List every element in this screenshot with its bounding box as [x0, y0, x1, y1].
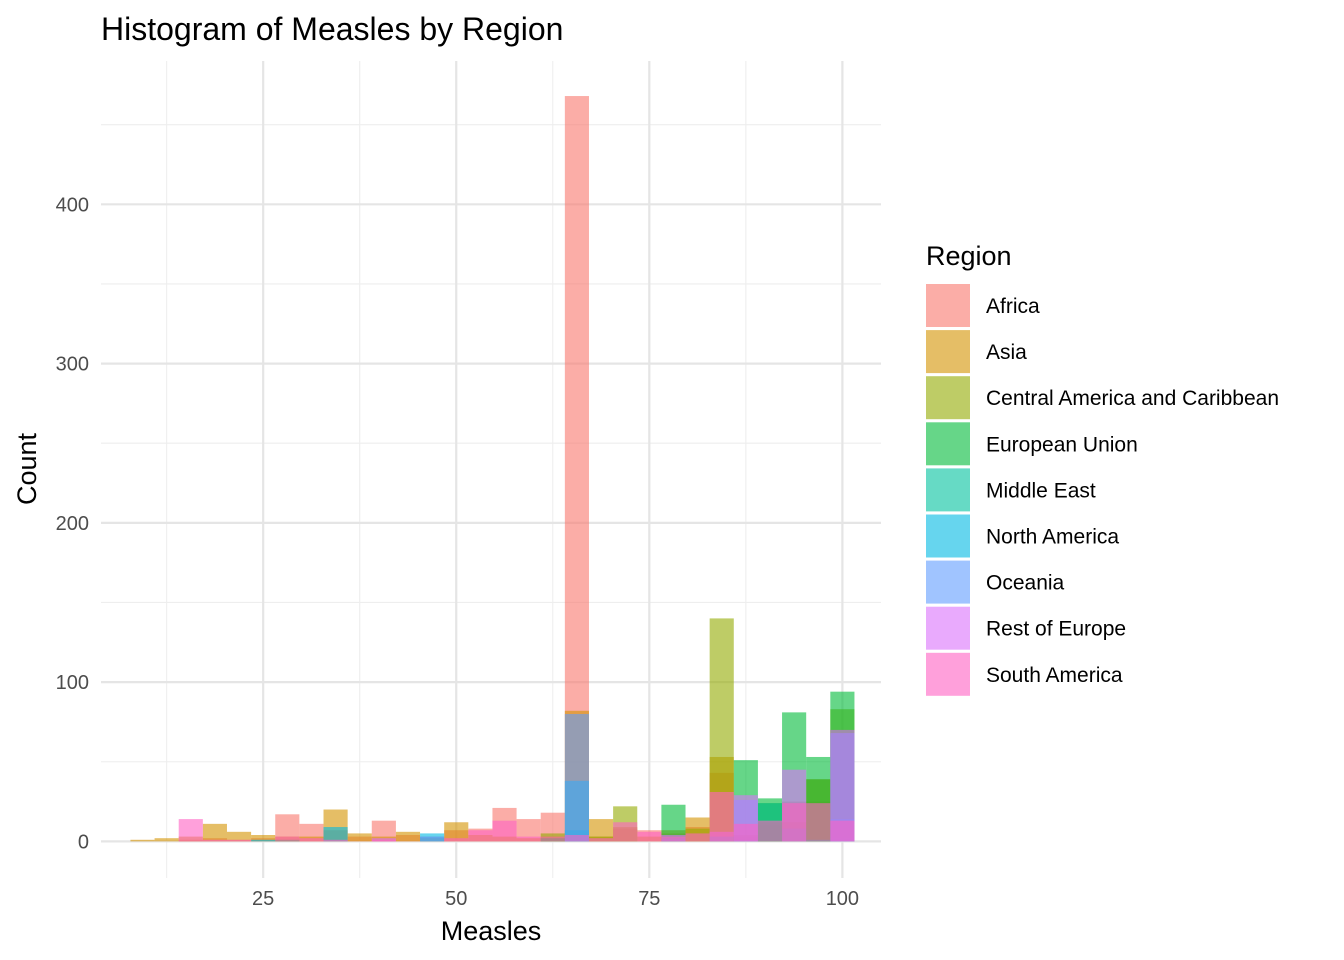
legend-swatch — [926, 606, 970, 650]
histogram-bar — [806, 803, 831, 842]
legend-label: Asia — [986, 341, 1027, 364]
y-tick-label: 400 — [56, 194, 89, 216]
x-tick-labels: 25 50 75 100 — [252, 888, 859, 910]
y-tick-labels: 0 100 200 300 400 — [56, 194, 89, 853]
legend-label: Middle East — [986, 479, 1096, 502]
histogram-bar — [371, 820, 396, 842]
histogram-bar — [444, 838, 469, 842]
legend: Region Africa Asia Central America and Car… — [926, 241, 1279, 696]
legend-swatch — [926, 468, 970, 512]
histogram-bar — [444, 822, 469, 842]
legend-swatch — [926, 330, 970, 374]
histogram-bar — [637, 831, 662, 842]
y-tick-label: 200 — [56, 513, 89, 535]
histogram-bar — [347, 833, 372, 842]
histogram-bar — [757, 820, 783, 842]
histogram-bar — [275, 836, 300, 842]
histogram-bar — [323, 839, 348, 842]
histogram-bar — [661, 836, 686, 842]
histogram-bar — [709, 792, 734, 842]
x-axis-title: Measles — [441, 916, 542, 946]
y-tick-label: 300 — [56, 354, 89, 376]
histogram-bar — [251, 839, 276, 842]
histogram-bar — [685, 833, 710, 842]
y-tick-label: 0 — [78, 831, 89, 853]
histogram-bar — [468, 830, 493, 842]
histogram-bar — [226, 839, 252, 842]
histogram-bar — [830, 820, 855, 842]
histogram-bar — [516, 819, 541, 842]
histogram-bar — [588, 838, 614, 842]
x-tick-label: 75 — [638, 888, 660, 910]
histogram-bar — [130, 839, 155, 842]
x-tick-label: 25 — [252, 888, 274, 910]
legend-label: European Union — [986, 433, 1138, 456]
legend-swatch — [926, 560, 970, 604]
legend-label: South America — [986, 664, 1123, 687]
histogram-bar — [395, 831, 421, 842]
x-tick-label: 50 — [445, 888, 467, 910]
legend-label: Africa — [986, 295, 1040, 318]
histogram-bar — [178, 819, 203, 842]
legend-label: Central America and Caribbean — [986, 387, 1279, 410]
legend-label: Rest of Europe — [986, 618, 1126, 641]
histogram-bars — [130, 96, 855, 842]
histogram-bar — [202, 839, 227, 842]
y-tick-label: 100 — [56, 672, 89, 694]
histogram-bar — [782, 803, 807, 842]
histogram-bar — [251, 835, 276, 842]
histogram-bar — [299, 838, 324, 842]
legend-swatch — [926, 284, 970, 327]
histogram-bar — [733, 823, 758, 842]
histogram-bar — [202, 823, 227, 842]
histogram-bar — [564, 713, 589, 842]
x-tick-label: 100 — [826, 888, 859, 910]
histogram-bar — [371, 839, 396, 842]
histogram-bar — [588, 819, 614, 842]
chart-title: Histogram of Measles by Region — [101, 11, 563, 47]
legend-label: Oceania — [986, 572, 1065, 595]
histogram-bar — [323, 827, 348, 842]
histogram-bar — [226, 831, 252, 842]
histogram-bar — [613, 822, 638, 842]
histogram-bar — [564, 835, 589, 842]
legend-swatch — [926, 376, 970, 420]
histogram-bar — [540, 836, 565, 842]
legend-title: Region — [926, 241, 1012, 271]
y-axis-title: Count — [12, 432, 42, 505]
histogram-bar — [420, 836, 445, 842]
legend-swatch — [926, 422, 970, 466]
legend-swatch — [926, 652, 970, 696]
histogram-bar — [154, 838, 179, 842]
legend-label: North America — [986, 526, 1119, 549]
histogram-bar — [516, 836, 541, 842]
legend-swatch — [926, 514, 970, 558]
histogram-bar — [492, 820, 517, 842]
grid-lines — [101, 61, 881, 878]
